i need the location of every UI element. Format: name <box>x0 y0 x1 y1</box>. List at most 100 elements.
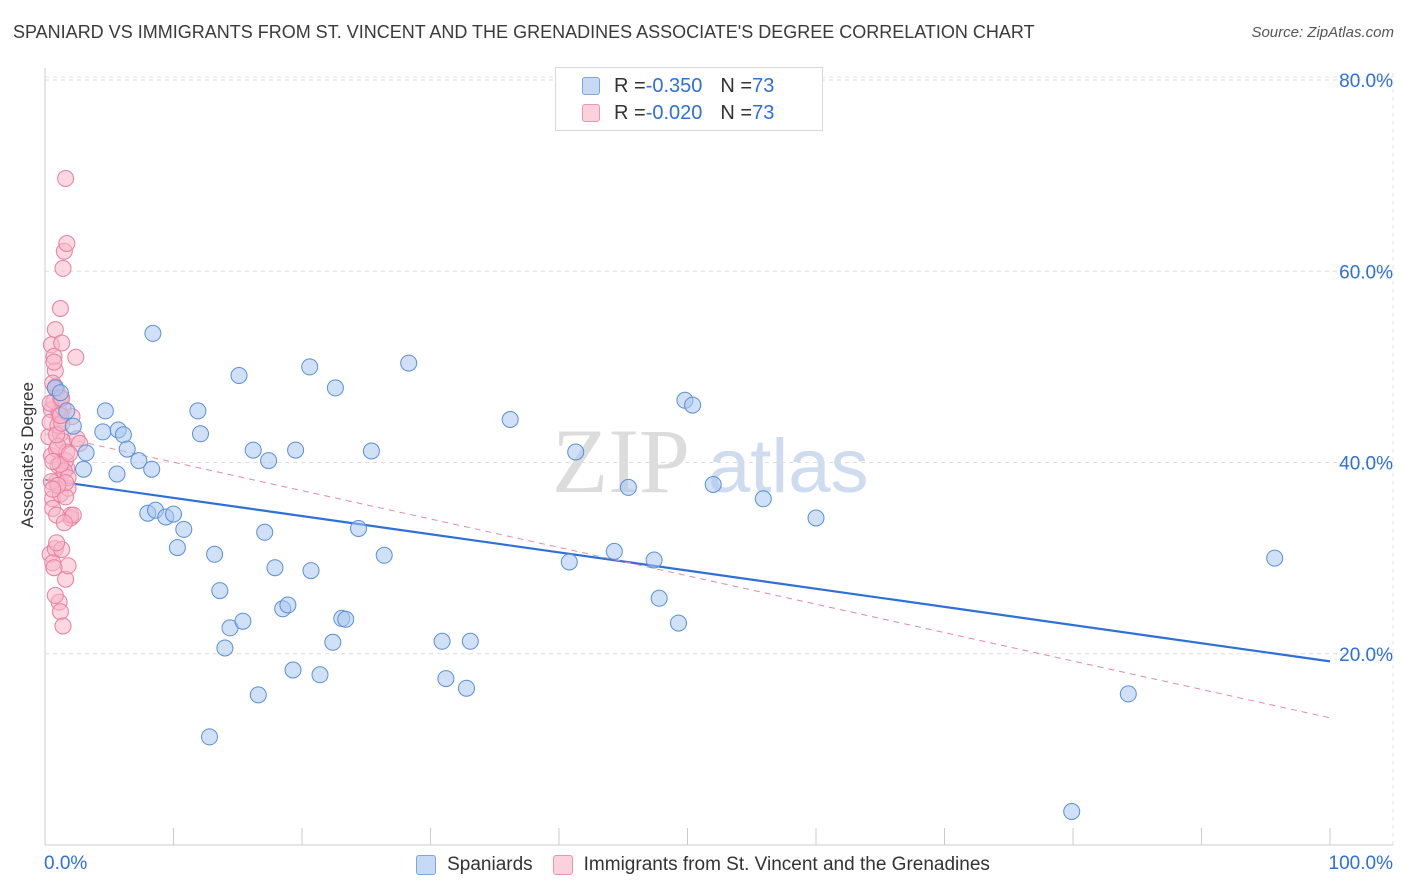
data-point <box>64 417 82 435</box>
data-point <box>645 551 663 569</box>
legend-swatch-blue <box>416 855 437 875</box>
data-point <box>118 440 136 458</box>
legend-item-spaniards: Spaniards <box>416 854 533 876</box>
source-label: Source: ZipAtlas.com <box>1251 24 1394 41</box>
data-point <box>54 617 72 635</box>
data-point <box>684 396 702 414</box>
data-point <box>350 520 367 537</box>
data-point <box>1119 685 1137 703</box>
data-point <box>326 379 344 397</box>
data-point <box>96 402 114 420</box>
data-point <box>1063 803 1081 820</box>
data-point <box>650 589 668 607</box>
data-point <box>1266 549 1284 567</box>
data-point <box>168 539 186 557</box>
data-point <box>206 545 224 563</box>
trend-line <box>44 478 1331 663</box>
series-legend: Spaniards Immigrants from St. Vincent an… <box>0 851 1406 879</box>
y-tick-label: 40.0% <box>1339 454 1393 475</box>
data-point <box>144 324 162 342</box>
data-point <box>45 559 63 577</box>
legend-item-immigrants: Immigrants from St. Vincent and the Gren… <box>552 854 990 876</box>
data-point <box>94 423 112 441</box>
data-point <box>301 358 319 376</box>
data-point <box>249 686 267 704</box>
data-point <box>60 445 78 463</box>
r-label: R = <box>614 101 646 124</box>
watermark-zip: ZIP <box>552 410 690 512</box>
data-point <box>54 259 72 277</box>
data-point <box>114 426 132 444</box>
data-point <box>53 334 71 352</box>
stats-legend: R = -0.350 N = 73 R = -0.020 N = 73 <box>555 67 823 131</box>
data-point <box>175 520 193 538</box>
data-point <box>244 441 262 459</box>
data-point <box>77 444 95 462</box>
data-point <box>44 453 62 470</box>
data-point <box>560 553 578 571</box>
data-point <box>437 670 455 688</box>
data-point <box>670 614 687 632</box>
data-point <box>67 348 85 366</box>
watermark-atlas: atlas <box>708 424 869 509</box>
chart-title: SPANIARD VS IMMIGRANTS FROM ST. VINCENT … <box>13 22 1035 42</box>
legend-swatch-pink <box>552 855 573 875</box>
data-point <box>266 559 284 577</box>
y-tick-label: 80.0% <box>1339 71 1393 92</box>
data-point <box>375 546 393 564</box>
x-tick-label: 0.0% <box>44 853 87 874</box>
legend-swatch-pink <box>582 104 600 122</box>
data-point <box>461 632 479 650</box>
data-point <box>260 452 278 470</box>
data-point <box>256 523 274 541</box>
x-tick-label: 100.0% <box>1329 853 1394 874</box>
data-point <box>501 411 519 428</box>
data-point <box>189 402 207 420</box>
data-points <box>40 170 1284 820</box>
x-tick-labels: 0.0% 100.0% <box>44 853 1393 874</box>
data-point <box>46 586 64 604</box>
data-point <box>302 562 320 580</box>
data-point <box>337 610 355 628</box>
data-point <box>75 460 92 478</box>
y-tick-label: 60.0% <box>1339 262 1393 283</box>
data-point <box>284 661 302 679</box>
data-point <box>211 582 229 600</box>
y-axis-label: Associate's Degree <box>18 382 37 528</box>
data-point <box>165 505 182 523</box>
data-point <box>279 596 297 614</box>
data-point <box>433 632 451 650</box>
legend-label: Spaniards <box>447 854 533 875</box>
series-points <box>40 170 89 635</box>
data-point <box>143 460 161 478</box>
data-point <box>51 603 69 621</box>
data-point <box>458 679 475 697</box>
data-point <box>58 235 76 252</box>
watermark: ZIP atlas <box>552 410 869 512</box>
legend-label: Immigrants from St. Vincent and the Gren… <box>583 854 990 875</box>
stats-legend-row-spaniards: R = -0.350 N = 73 <box>582 73 774 99</box>
r-value: -0.350 <box>645 74 703 97</box>
data-point <box>287 441 305 459</box>
data-point <box>619 478 637 496</box>
data-point <box>704 476 722 493</box>
data-point <box>567 443 585 461</box>
data-point <box>201 728 218 746</box>
data-point <box>324 633 342 651</box>
data-point <box>48 534 66 552</box>
data-point <box>108 465 126 483</box>
data-point <box>230 367 248 384</box>
data-point <box>362 442 380 460</box>
data-point <box>605 542 623 560</box>
n-label: N = <box>720 74 753 97</box>
data-point <box>130 452 148 470</box>
data-point <box>234 612 252 630</box>
data-point <box>51 300 69 317</box>
data-point <box>51 384 69 402</box>
data-point <box>44 480 62 498</box>
data-point <box>807 509 825 527</box>
data-point <box>754 490 772 508</box>
data-point <box>55 514 73 532</box>
n-label: N = <box>720 101 753 124</box>
